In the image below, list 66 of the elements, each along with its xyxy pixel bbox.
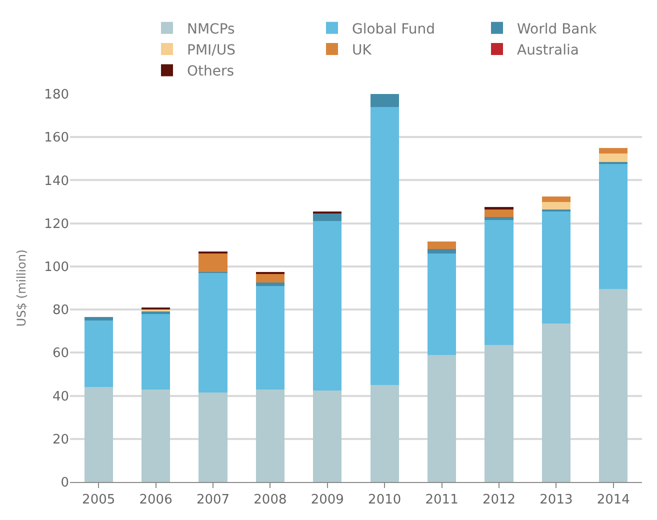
x-tick-label: 2008 bbox=[254, 492, 287, 508]
bar bbox=[599, 153, 628, 162]
y-tick-label: 0 bbox=[60, 476, 69, 491]
x-tick-label: 2011 bbox=[425, 492, 458, 508]
bar bbox=[84, 320, 113, 388]
bar bbox=[484, 209, 514, 217]
legend-label: Global Fund bbox=[352, 21, 436, 38]
bar bbox=[313, 211, 342, 214]
bar bbox=[484, 220, 514, 346]
bar bbox=[256, 389, 284, 482]
x-tick-label: 2013 bbox=[540, 492, 573, 508]
bar bbox=[313, 221, 342, 390]
legend-label: World Bank bbox=[517, 21, 598, 38]
bar bbox=[84, 387, 113, 482]
bar bbox=[542, 196, 570, 202]
x-tick-label: 2006 bbox=[139, 492, 172, 508]
bar bbox=[428, 242, 456, 250]
bar bbox=[542, 202, 570, 210]
bar bbox=[198, 272, 228, 393]
bar bbox=[428, 254, 456, 355]
bar bbox=[599, 162, 628, 164]
bar bbox=[599, 164, 628, 290]
y-tick-label: 140 bbox=[44, 174, 69, 189]
bar bbox=[484, 345, 514, 482]
bar bbox=[599, 148, 628, 154]
bar bbox=[142, 307, 170, 310]
x-tick-label: 2009 bbox=[310, 492, 344, 508]
legend-label: UK bbox=[352, 42, 372, 58]
legend-label: NMCPs bbox=[187, 21, 235, 38]
y-tick-label: 40 bbox=[52, 389, 69, 404]
bar bbox=[370, 94, 399, 107]
y-axis-title: US$ (million) bbox=[14, 249, 28, 327]
bar bbox=[198, 254, 228, 272]
bar bbox=[542, 211, 570, 324]
y-tick-label: 60 bbox=[52, 346, 69, 362]
y-tick-label: 160 bbox=[44, 130, 69, 146]
bar bbox=[428, 354, 456, 482]
x-tick-label: 2012 bbox=[482, 492, 516, 508]
bar bbox=[484, 216, 514, 220]
legend-label: Others bbox=[187, 64, 234, 80]
y-tick-label: 120 bbox=[44, 216, 69, 232]
bar bbox=[313, 214, 342, 222]
bar bbox=[256, 286, 284, 390]
bar bbox=[313, 390, 342, 482]
y-tick-label: 20 bbox=[52, 432, 69, 448]
x-tick-label: 2014 bbox=[596, 492, 630, 508]
y-tick-label: 80 bbox=[52, 303, 69, 318]
bar bbox=[84, 317, 113, 320]
x-tick-label: 2010 bbox=[368, 492, 402, 508]
bar bbox=[198, 251, 228, 254]
bar bbox=[256, 282, 284, 286]
bar bbox=[428, 249, 456, 254]
bar bbox=[542, 324, 570, 482]
y-tick-label: 180 bbox=[44, 88, 69, 103]
bar bbox=[370, 385, 399, 482]
bar bbox=[142, 389, 170, 482]
bar bbox=[370, 106, 399, 385]
x-tick-label: 2005 bbox=[82, 492, 116, 508]
legend-label: PMI/US bbox=[187, 42, 236, 58]
bar bbox=[198, 392, 228, 482]
x-tick-label: 2007 bbox=[196, 492, 230, 508]
bar bbox=[599, 289, 628, 482]
bar bbox=[256, 274, 284, 283]
legend-label: Australia bbox=[517, 42, 579, 58]
y-tick-label: 100 bbox=[44, 260, 69, 275]
bar bbox=[142, 314, 170, 390]
